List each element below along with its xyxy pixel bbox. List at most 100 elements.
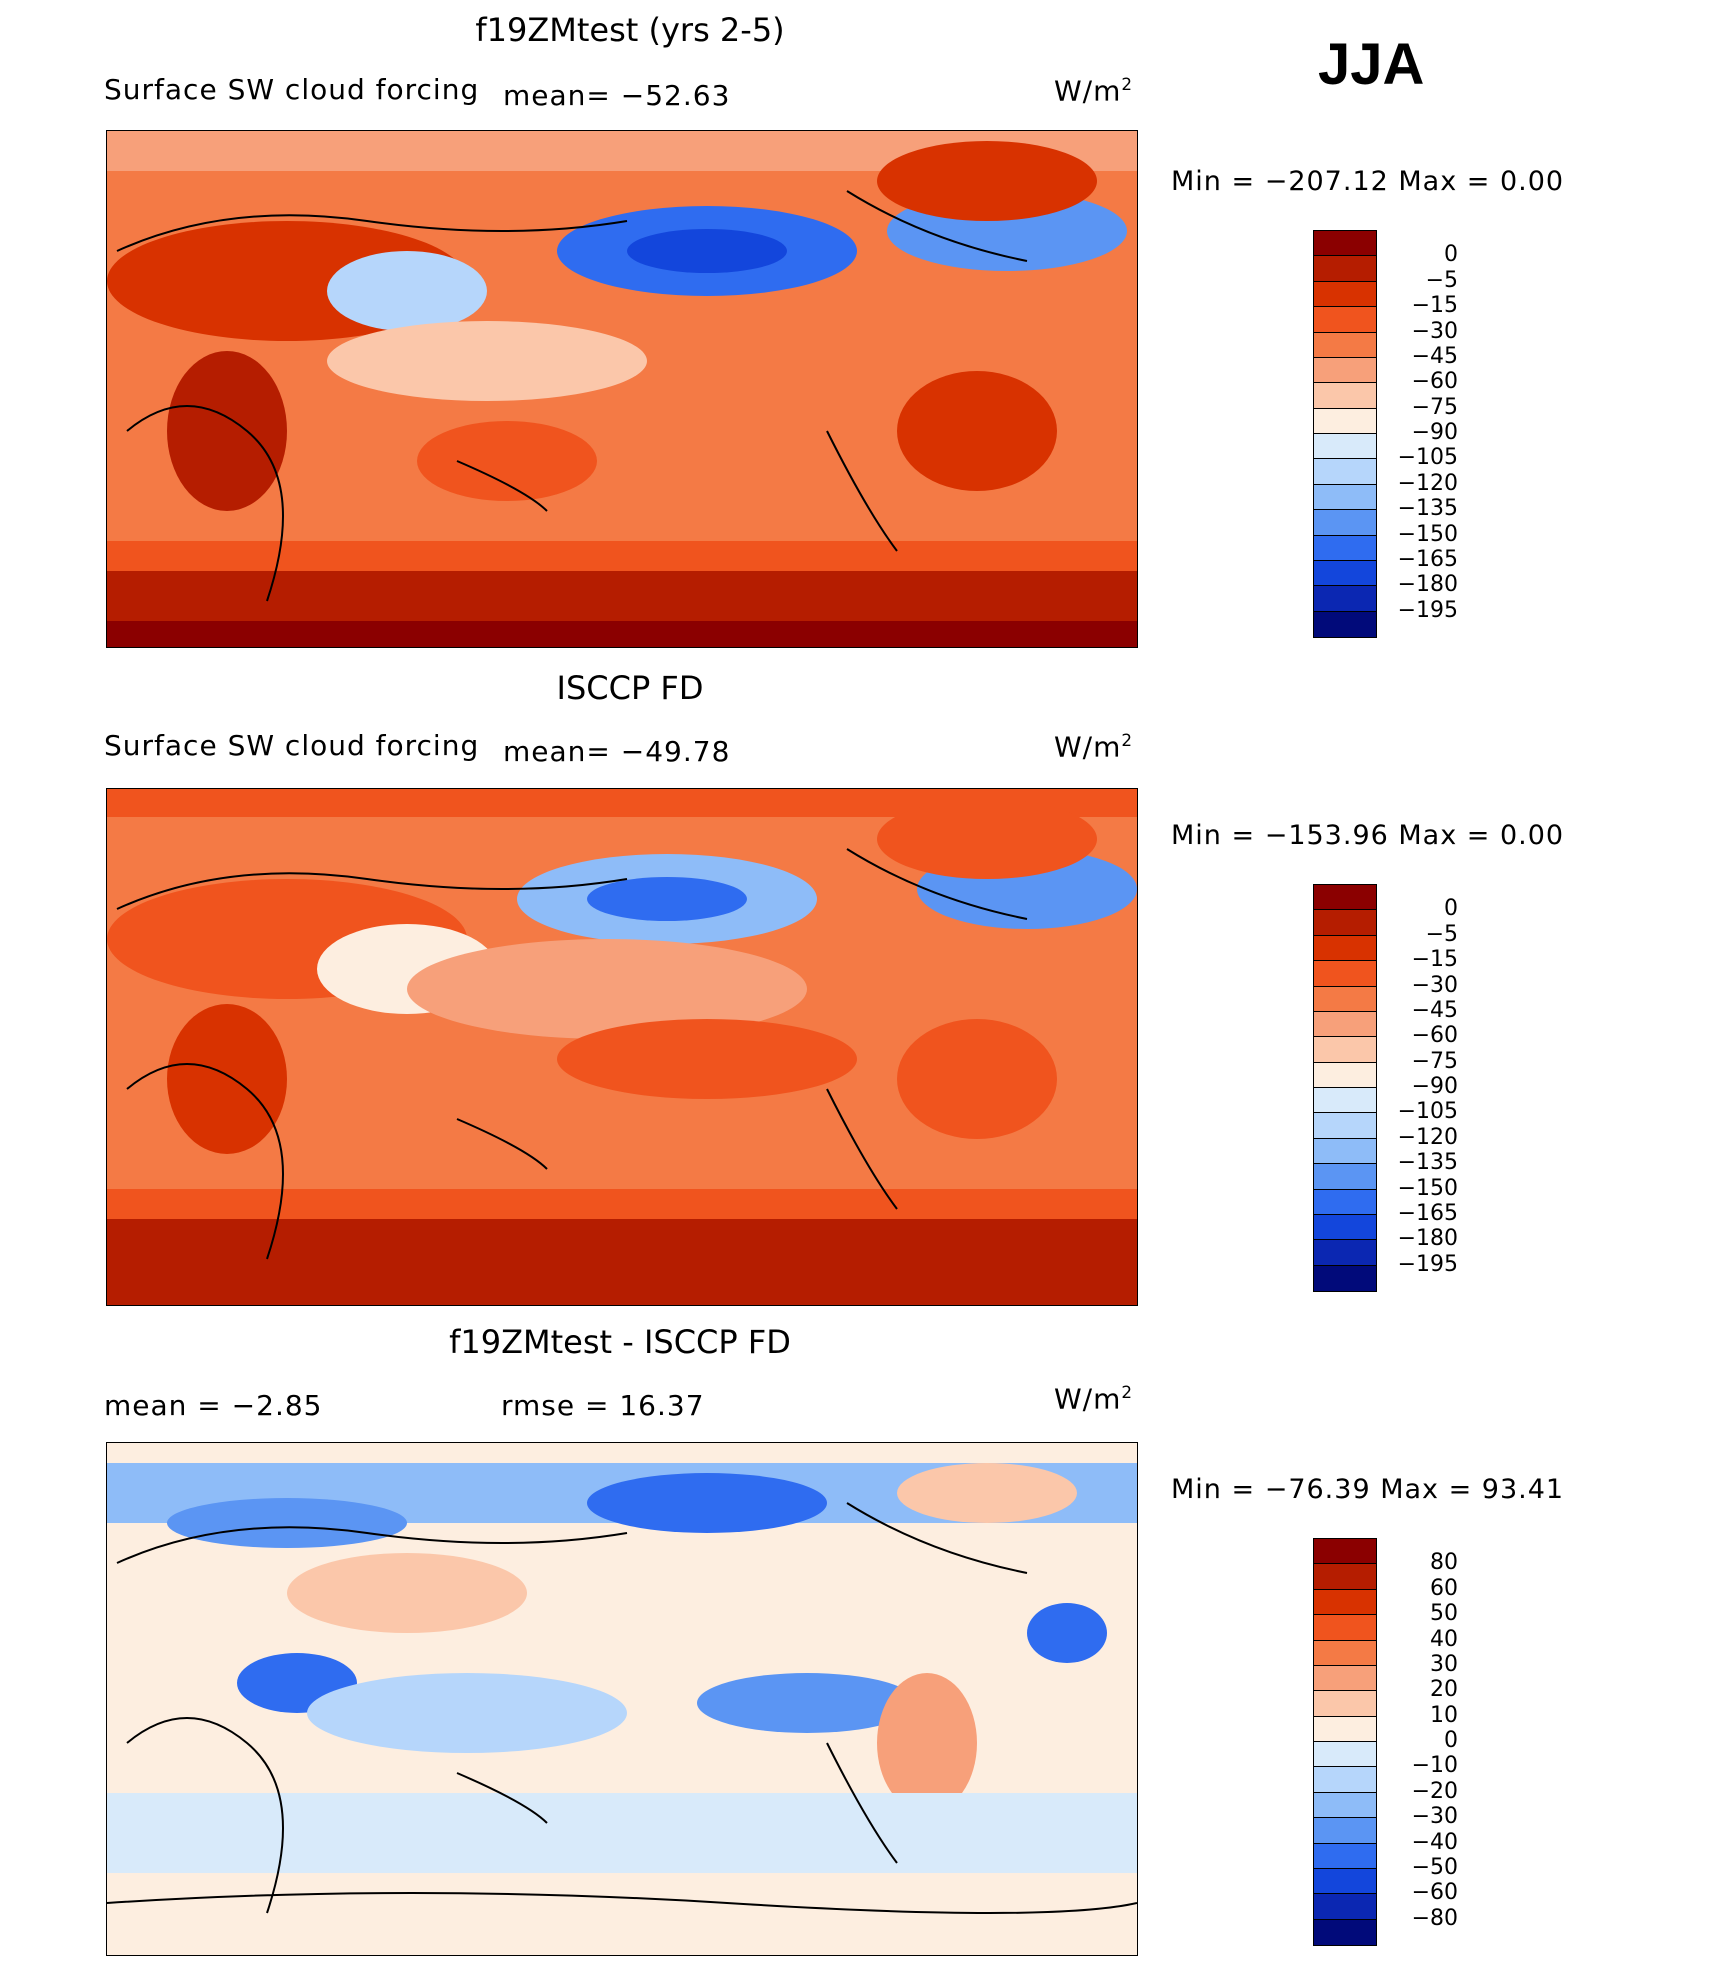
panel3-map-svg [107, 1443, 1137, 1955]
colorbar-tick-label: −60 [1411, 1880, 1458, 1906]
colorbar-tick-label: −15 [1411, 293, 1458, 319]
colorbar-swatch [1314, 1062, 1376, 1088]
colorbar-tick-label: 30 [1430, 1651, 1458, 1677]
panel2-map-svg [107, 789, 1137, 1305]
panel3-map [106, 1442, 1138, 1956]
colorbar-swatch [1314, 1138, 1376, 1165]
panel1-colorbar [1313, 230, 1377, 638]
panel2-title: ISCCP FD [556, 669, 704, 707]
colorbar-tick-label: −80 [1411, 1905, 1458, 1931]
colorbar-swatch [1314, 1615, 1376, 1641]
panel2-map [106, 788, 1138, 1306]
colorbar-swatch [1314, 1189, 1376, 1215]
colorbar-swatch [1314, 1564, 1376, 1590]
panel2-field-label: Surface SW cloud forcing [104, 729, 480, 762]
colorbar-tick-label: 60 [1430, 1575, 1458, 1601]
colorbar-tick-label: −60 [1411, 1023, 1458, 1049]
panel2-colorbar [1313, 884, 1377, 1292]
panel1-map-svg [107, 131, 1137, 647]
colorbar-swatch [1314, 459, 1376, 485]
colorbar-swatch [1314, 281, 1376, 308]
colorbar-swatch [1314, 332, 1376, 358]
colorbar-swatch [1314, 1539, 1376, 1565]
colorbar-tick-label: −45 [1411, 343, 1458, 369]
colorbar-tick-label: −75 [1411, 394, 1458, 420]
colorbar-tick-label: −5 [1425, 267, 1458, 293]
colorbar-tick-label: −5 [1425, 921, 1458, 947]
colorbar-tick-label: −180 [1397, 1226, 1458, 1252]
colorbar-swatch [1314, 357, 1376, 384]
colorbar-swatch [1314, 434, 1376, 460]
colorbar-swatch [1314, 307, 1376, 333]
panel2-units: W/m2 [1054, 730, 1134, 764]
colorbar-swatch [1314, 1589, 1376, 1616]
colorbar-tick-label: −195 [1397, 1251, 1458, 1277]
colorbar-swatch [1314, 961, 1376, 987]
colorbar-tick-label: 0 [1444, 1728, 1458, 1753]
colorbar-swatch [1314, 935, 1376, 962]
colorbar-tick-label: −20 [1411, 1778, 1458, 1804]
panel3-rmse: rmse = 16.37 [501, 1389, 705, 1422]
colorbar-tick-label: −45 [1411, 997, 1458, 1023]
colorbar-swatch [1314, 1088, 1376, 1114]
colorbar-swatch [1314, 1894, 1376, 1920]
colorbar-swatch [1314, 1011, 1376, 1038]
colorbar-swatch [1314, 1240, 1376, 1266]
colorbar-swatch [1314, 986, 1376, 1012]
colorbar-tick-label: −120 [1397, 470, 1458, 496]
panel3-mean: mean = −2.85 [104, 1389, 323, 1422]
colorbar-tick-label: −135 [1397, 1150, 1458, 1176]
colorbar-tick-label: −150 [1397, 1175, 1458, 1201]
colorbar-swatch [1314, 408, 1376, 434]
colorbar-tick-label: −15 [1411, 947, 1458, 973]
colorbar-tick-label: −150 [1397, 521, 1458, 547]
season-label: JJA [1318, 32, 1425, 97]
colorbar-swatch [1314, 1037, 1376, 1063]
panel1-mean: mean= −52.63 [503, 79, 731, 112]
colorbar-tick-label: 50 [1430, 1601, 1458, 1627]
colorbar-swatch [1314, 1265, 1376, 1291]
colorbar-tick-label: 10 [1430, 1702, 1458, 1728]
colorbar-swatch [1314, 1640, 1376, 1666]
panel1-minmax: Min = −207.12 Max = 0.00 [1171, 166, 1565, 197]
colorbar-swatch [1314, 1792, 1376, 1819]
colorbar-tick-label: −165 [1397, 1200, 1458, 1226]
panel3-title: f19ZMtest - ISCCP FD [449, 1323, 791, 1361]
colorbar-tick-label: −195 [1397, 597, 1458, 623]
colorbar-tick-label: −165 [1397, 546, 1458, 572]
colorbar-tick-label: −120 [1397, 1124, 1458, 1150]
colorbar-tick-label: −90 [1411, 1074, 1458, 1099]
colorbar-tick-label: −105 [1397, 445, 1458, 471]
colorbar-tick-label: −10 [1411, 1753, 1458, 1779]
panel1-map [106, 130, 1138, 648]
panel3-units: W/m2 [1054, 1382, 1134, 1416]
colorbar-swatch [1314, 510, 1376, 536]
colorbar-swatch [1314, 1843, 1376, 1869]
colorbar-swatch [1314, 611, 1376, 637]
colorbar-swatch [1314, 885, 1376, 911]
colorbar-tick-label: 0 [1444, 242, 1458, 268]
panel1-field-label: Surface SW cloud forcing [104, 73, 480, 106]
colorbar-tick-label: −135 [1397, 496, 1458, 522]
panel2-mean: mean= −49.78 [503, 735, 731, 768]
colorbar-swatch [1314, 1691, 1376, 1717]
colorbar-tick-label: 80 [1430, 1550, 1458, 1576]
colorbar-swatch [1314, 586, 1376, 612]
colorbar-swatch [1314, 1665, 1376, 1692]
colorbar-tick-label: −50 [1411, 1854, 1458, 1880]
colorbar-swatch [1314, 535, 1376, 561]
colorbar-tick-label: 40 [1430, 1626, 1458, 1652]
colorbar-tick-label: 20 [1430, 1677, 1458, 1703]
panel2-minmax: Min = −153.96 Max = 0.00 [1171, 820, 1565, 851]
colorbar-tick-label: −180 [1397, 572, 1458, 598]
panel3-minmax: Min = −76.39 Max = 93.41 [1171, 1474, 1565, 1505]
colorbar-swatch [1314, 1716, 1376, 1742]
colorbar-swatch [1314, 1214, 1376, 1241]
colorbar-swatch [1314, 1767, 1376, 1793]
colorbar-swatch [1314, 256, 1376, 282]
colorbar-swatch [1314, 560, 1376, 587]
colorbar-swatch [1314, 484, 1376, 511]
colorbar-swatch [1314, 1113, 1376, 1139]
colorbar-swatch [1314, 1742, 1376, 1768]
colorbar-swatch [1314, 1818, 1376, 1844]
